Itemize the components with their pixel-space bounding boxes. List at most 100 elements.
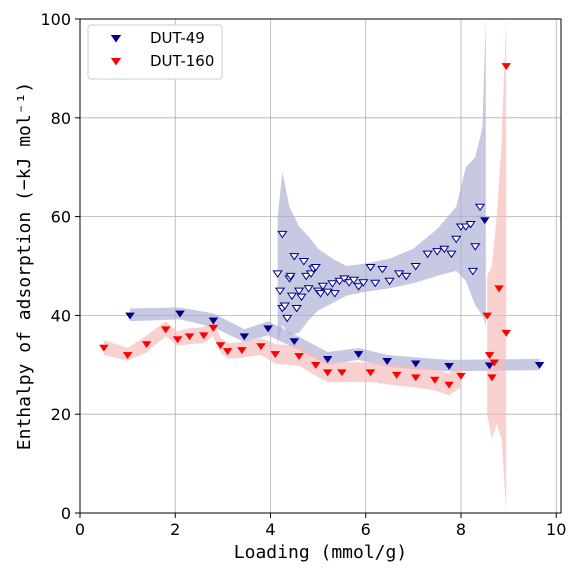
legend-label-dut-160: DUT-160 <box>150 52 214 70</box>
data-point <box>393 270 405 278</box>
y-axis-ticks: 0 20 40 60 80 100 <box>40 10 80 523</box>
data-point <box>125 312 135 320</box>
data-point <box>480 217 490 225</box>
data-point <box>99 344 109 352</box>
confidence-band-0-0 <box>130 307 540 372</box>
data-point <box>377 265 388 274</box>
data-point <box>487 374 497 382</box>
data-point <box>494 285 504 293</box>
data-point <box>329 290 340 298</box>
data-point <box>208 324 219 332</box>
data-point <box>322 356 333 363</box>
data-point <box>484 362 495 370</box>
data-point <box>289 338 300 346</box>
data-point <box>272 270 283 278</box>
data-point <box>465 220 476 229</box>
data-point <box>172 336 183 344</box>
data-point <box>451 235 462 244</box>
data-point <box>422 250 433 259</box>
data-point <box>534 361 545 369</box>
data-point <box>310 361 321 369</box>
data-point <box>274 287 286 296</box>
data-point <box>141 341 152 349</box>
legend-marker-dut-160 <box>110 57 122 66</box>
data-point <box>482 312 492 320</box>
legend-label-dut-49: DUT-49 <box>150 29 205 47</box>
data-point <box>467 267 479 276</box>
data-point <box>294 353 304 361</box>
data-point <box>358 279 369 287</box>
data-point <box>446 250 457 259</box>
data-point <box>322 288 333 297</box>
data-point <box>343 279 355 287</box>
data-point <box>410 374 421 382</box>
data-point <box>286 292 298 301</box>
y-tick-label: 20 <box>51 405 71 424</box>
data-point <box>317 282 329 291</box>
data-point <box>291 304 302 313</box>
data-point <box>199 332 209 340</box>
x-tick-label: 0 <box>75 520 85 539</box>
data-point <box>410 360 421 368</box>
x-tick-label: 10 <box>546 520 566 539</box>
y-tick-label: 60 <box>51 208 71 227</box>
data-point <box>456 372 466 380</box>
data-point <box>160 326 171 334</box>
data-point <box>298 258 309 266</box>
data-point <box>293 287 305 296</box>
data-point <box>460 223 471 231</box>
data-point <box>310 263 321 272</box>
data-point <box>348 276 359 285</box>
data-markers <box>99 63 545 389</box>
data-point <box>365 263 376 272</box>
data-point <box>353 283 364 291</box>
data-point <box>322 369 333 377</box>
y-tick-label: 100 <box>40 10 71 29</box>
y-axis-label: Enthalpy of adsorption (−kJ mol⁻¹) <box>14 82 35 450</box>
data-point <box>339 275 350 283</box>
data-point <box>470 243 481 251</box>
confidence-band-1-0 <box>277 19 486 345</box>
y-tick-label: 80 <box>51 109 71 128</box>
data-point <box>430 376 440 384</box>
confidence-bands <box>103 19 540 513</box>
data-point <box>263 325 273 333</box>
data-point <box>277 230 288 239</box>
data-point <box>391 371 402 379</box>
data-point <box>327 280 338 288</box>
data-point <box>370 279 381 288</box>
data-point <box>303 285 314 293</box>
legend-box <box>87 24 223 80</box>
x-tick-label: 8 <box>456 520 466 539</box>
legend-marker-dut-49 <box>110 34 122 43</box>
data-point <box>384 277 395 286</box>
data-point <box>439 245 450 254</box>
data-point <box>489 359 500 367</box>
y-tick-label: 40 <box>51 306 71 325</box>
data-point <box>222 348 233 356</box>
y-tick-label: 0 <box>61 504 71 523</box>
data-point <box>484 352 495 360</box>
data-point <box>239 333 250 341</box>
data-point <box>365 369 376 377</box>
data-point <box>474 203 486 212</box>
confidence-band-2-1 <box>487 19 507 513</box>
data-point <box>184 333 195 341</box>
data-point <box>444 381 454 389</box>
data-point <box>270 351 281 359</box>
data-point <box>301 272 312 281</box>
data-point <box>353 351 364 359</box>
data-point <box>444 362 454 370</box>
data-point <box>382 358 392 365</box>
plot-frame <box>79 18 562 514</box>
x-tick-label: 4 <box>265 520 275 539</box>
x-tick-label: 6 <box>361 520 371 539</box>
data-point <box>282 314 293 323</box>
data-point <box>432 248 443 256</box>
data-point <box>237 347 247 355</box>
confidence-band-2-0 <box>103 320 462 396</box>
data-point <box>289 253 300 261</box>
data-point <box>315 290 326 298</box>
data-point <box>256 343 266 351</box>
